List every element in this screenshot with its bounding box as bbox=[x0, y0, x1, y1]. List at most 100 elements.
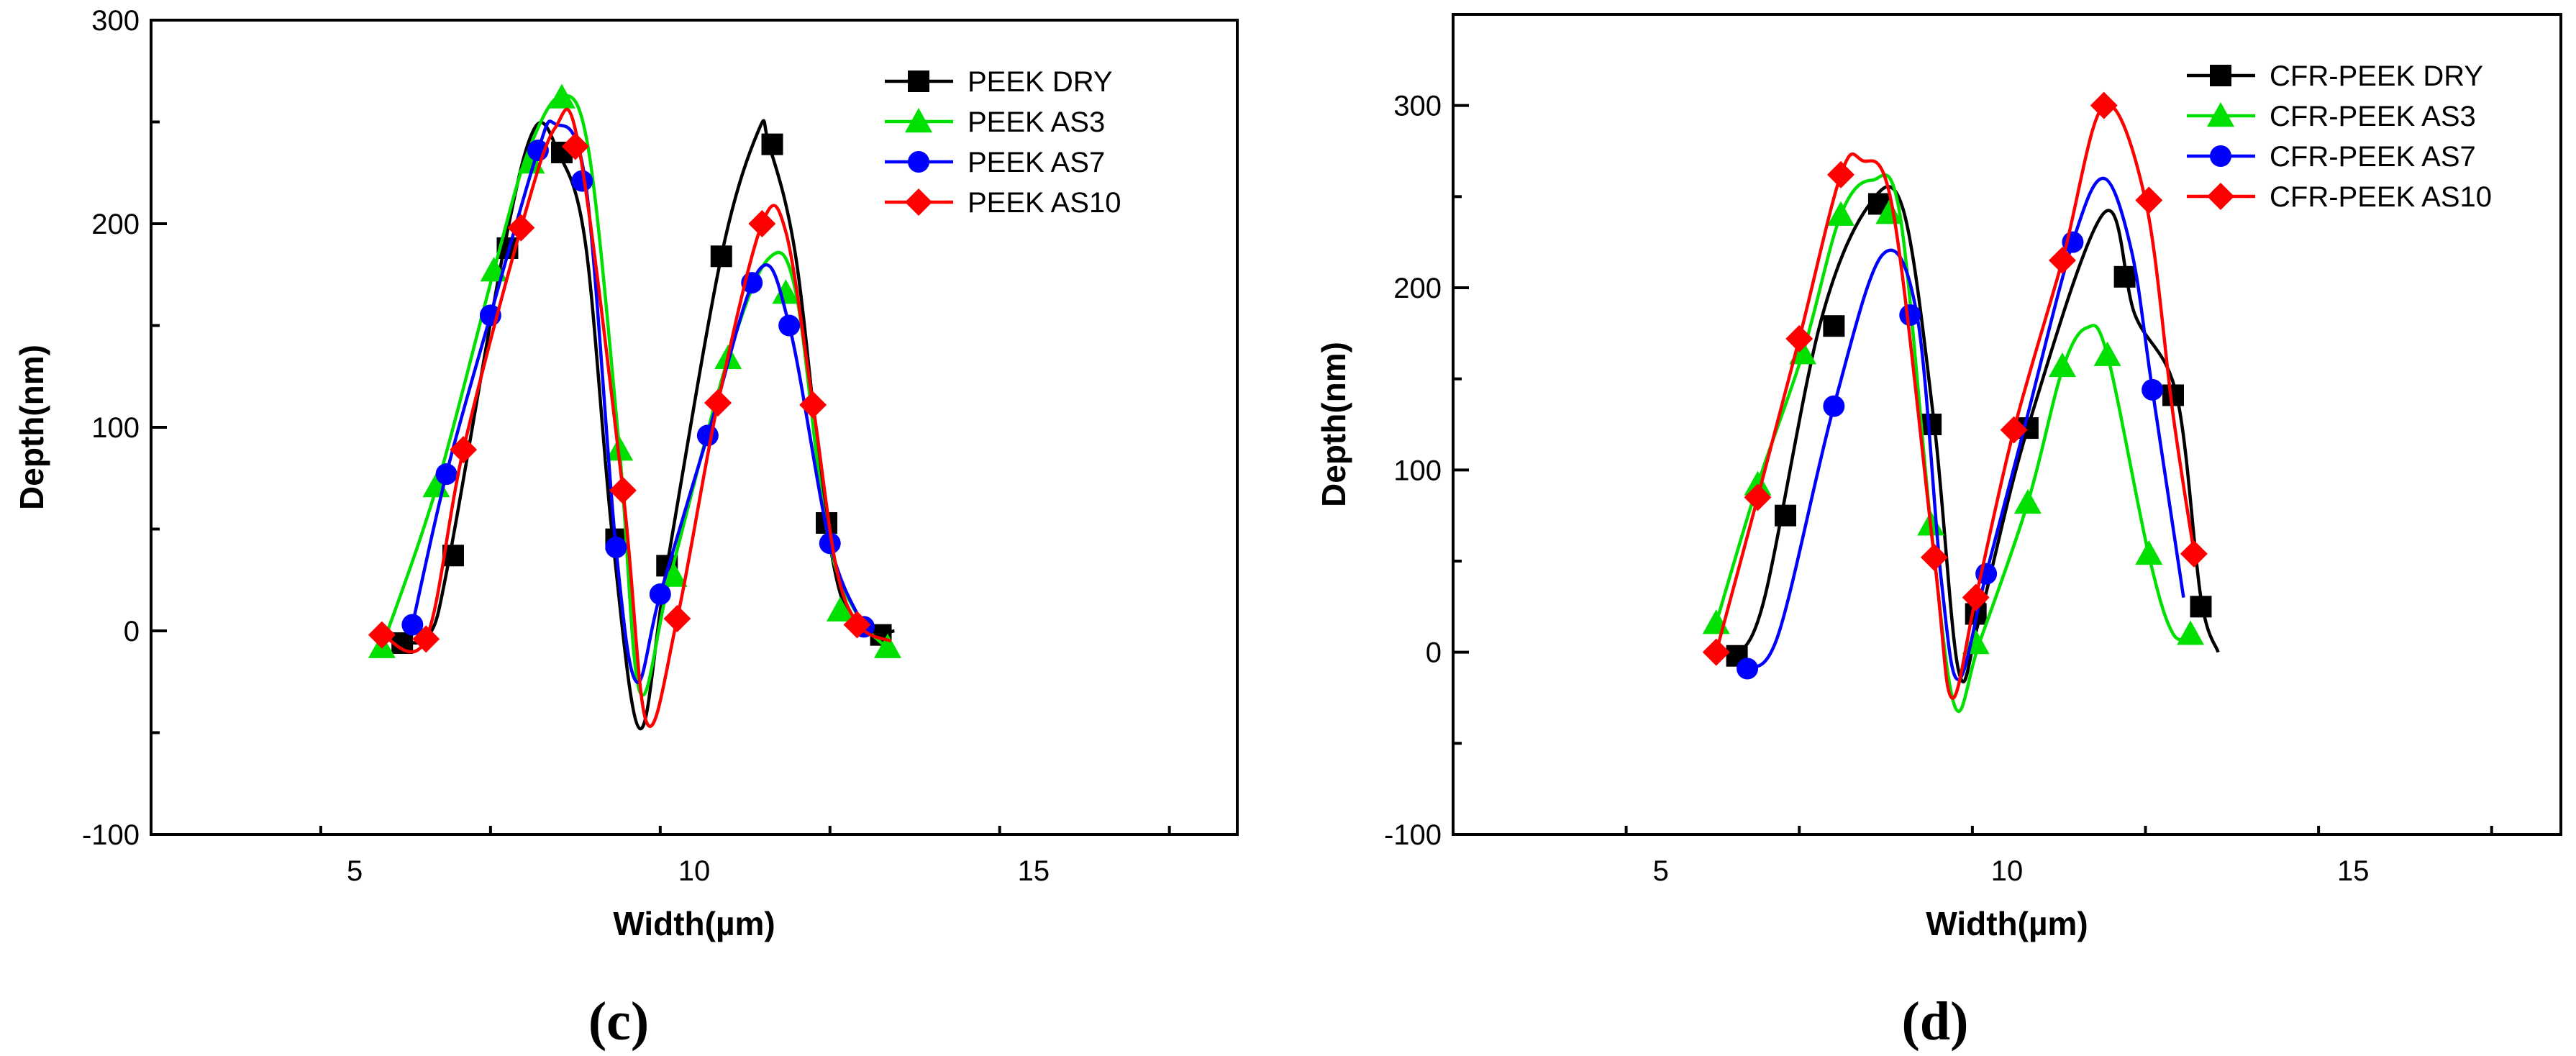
legend-label: CFR-PEEK AS10 bbox=[2270, 181, 2492, 213]
legend-label: PEEK AS10 bbox=[968, 187, 1121, 219]
plot-frame bbox=[1452, 13, 2562, 836]
legend-item: CFR-PEEK DRY bbox=[2187, 60, 2483, 92]
data-point-peek-as7 bbox=[435, 463, 458, 486]
data-point-cfr-peek-as3 bbox=[2013, 488, 2042, 514]
data-point-cfr-peek-as10 bbox=[1744, 483, 1772, 511]
legend-item: CFR-PEEK AS7 bbox=[2187, 141, 2476, 173]
x-tick-label: 15 bbox=[2337, 855, 2370, 887]
legend-swatch-marker bbox=[905, 188, 932, 216]
data-point-cfr-peek-as10 bbox=[1920, 543, 1948, 571]
data-point-cfr-peek-as3 bbox=[2135, 540, 2163, 565]
data-point-cfr-peek-dry bbox=[2162, 384, 2184, 406]
series-line-peek-dry bbox=[401, 119, 895, 731]
legend: PEEK DRY PEEK AS3 PEEK AS7 PEEK AS10 bbox=[885, 66, 1121, 219]
x-tick-label: 10 bbox=[678, 855, 711, 887]
data-point-peek-as7 bbox=[819, 532, 841, 555]
legend-item: CFR-PEEK AS3 bbox=[2187, 101, 2476, 132]
x-axis-ticks: 5 10 15 bbox=[1452, 826, 2493, 887]
panel-label: (d) bbox=[1902, 991, 1969, 1052]
data-point-cfr-peek-as10 bbox=[1962, 583, 1990, 611]
legend-item: PEEK AS3 bbox=[885, 106, 1105, 138]
legend-swatch-marker bbox=[905, 108, 932, 133]
y-axis-title: Depth(nm) bbox=[1315, 342, 1352, 507]
data-point-peek-as10 bbox=[799, 391, 827, 419]
data-point-peek-as10 bbox=[450, 436, 478, 464]
data-point-cfr-peek-as3 bbox=[2177, 620, 2205, 645]
data-point-peek-as10 bbox=[561, 132, 589, 160]
data-point-cfr-peek-as3 bbox=[2049, 352, 2076, 378]
data-point-cfr-peek-as7 bbox=[1737, 657, 1759, 680]
legend-item: PEEK DRY bbox=[885, 66, 1113, 98]
y-tick-label: 0 bbox=[1426, 637, 1442, 669]
data-point-peek-dry bbox=[710, 245, 732, 268]
data-point-peek-as7 bbox=[401, 614, 424, 636]
data-point-cfr-peek-as7 bbox=[1823, 395, 1845, 417]
legend-label: PEEK AS7 bbox=[968, 147, 1105, 178]
y-axis-title: Depth(nm) bbox=[13, 345, 50, 510]
x-axis-ticks: 5 10 15 bbox=[150, 826, 1171, 887]
data-point-peek-as10 bbox=[843, 611, 871, 639]
data-point-cfr-peek-dry bbox=[1823, 315, 1845, 337]
legend-item: PEEK AS10 bbox=[885, 187, 1121, 219]
x-axis-title: Width(µm) bbox=[613, 905, 775, 942]
data-point-cfr-peek-dry bbox=[1775, 504, 1796, 527]
y-tick-label: 0 bbox=[124, 616, 140, 647]
data-point-peek-as10 bbox=[412, 625, 440, 653]
x-tick-label: 10 bbox=[1991, 855, 2024, 887]
y-tick-label: -100 bbox=[1384, 819, 1442, 851]
data-point-peek-as10 bbox=[704, 389, 732, 417]
series-line-cfr-peek-as10 bbox=[1714, 102, 2196, 700]
data-point-cfr-peek-as3 bbox=[1827, 201, 1854, 226]
data-point-cfr-peek-as3 bbox=[2093, 341, 2121, 366]
legend-label: CFR-PEEK AS3 bbox=[2270, 101, 2476, 132]
data-point-cfr-peek-as10 bbox=[2049, 247, 2076, 274]
data-point-cfr-peek-dry bbox=[2113, 265, 2136, 288]
y-axis-ticks: -100 0 100 200 300 bbox=[82, 5, 167, 851]
data-point-cfr-peek-dry bbox=[1920, 414, 1942, 435]
data-point-peek-as3 bbox=[873, 633, 901, 658]
series-line-peek-as7 bbox=[411, 119, 866, 684]
legend-label: CFR-PEEK AS7 bbox=[2270, 141, 2476, 173]
data-point-cfr-peek-as10 bbox=[1785, 324, 1813, 352]
data-point-cfr-peek-as10 bbox=[2180, 540, 2208, 568]
legend-label: CFR-PEEK DRY bbox=[2270, 60, 2483, 92]
data-point-peek-as10 bbox=[368, 621, 396, 649]
data-point-peek-as3 bbox=[547, 83, 575, 109]
data-point-cfr-peek-as3 bbox=[1744, 470, 1772, 496]
y-tick-label: 100 bbox=[1393, 455, 1442, 486]
y-axis-ticks: -100 0 100 200 300 bbox=[1384, 13, 1469, 851]
data-point-peek-as3 bbox=[772, 279, 800, 304]
data-point-peek-as7 bbox=[571, 170, 593, 192]
data-point-cfr-peek-as10 bbox=[1827, 160, 1854, 188]
x-tick-label: 5 bbox=[1653, 855, 1669, 887]
series-line-cfr-peek-as3 bbox=[1714, 173, 2195, 714]
plot-frame bbox=[150, 19, 1239, 836]
data-point-cfr-peek-as10 bbox=[2090, 91, 2118, 119]
legend-swatch-marker bbox=[2207, 102, 2234, 127]
series-line-cfr-peek-dry bbox=[1735, 185, 2220, 684]
data-point-peek-as7 bbox=[696, 424, 719, 447]
y-tick-label: 100 bbox=[91, 412, 140, 444]
data-point-peek-as7 bbox=[778, 314, 801, 337]
data-point-cfr-peek-as7 bbox=[1899, 304, 1921, 326]
data-point-cfr-peek-as10 bbox=[1702, 638, 1730, 666]
legend-swatch-marker bbox=[2207, 183, 2234, 210]
series-line-cfr-peek-as7 bbox=[1746, 176, 2185, 681]
data-point-peek-as10 bbox=[609, 476, 637, 504]
legend-item: CFR-PEEK AS10 bbox=[2187, 181, 2492, 213]
data-point-peek-as10 bbox=[663, 605, 691, 633]
data-point-cfr-peek-dry bbox=[2190, 596, 2212, 618]
data-point-cfr-peek-as3 bbox=[1875, 199, 1903, 224]
legend-swatch-marker bbox=[2210, 65, 2231, 86]
x-axis-title: Width(µm) bbox=[1926, 905, 2088, 942]
legend-label: PEEK DRY bbox=[968, 66, 1113, 98]
legend-item: PEEK AS7 bbox=[885, 147, 1105, 178]
data-point-peek-as10 bbox=[507, 214, 535, 242]
y-tick-label: -100 bbox=[82, 819, 140, 851]
y-tick-label: 300 bbox=[1393, 91, 1442, 122]
legend-label: PEEK AS3 bbox=[968, 106, 1105, 138]
series-line-peek-as10 bbox=[381, 107, 892, 728]
y-tick-label: 200 bbox=[1393, 273, 1442, 304]
data-point-peek-as3 bbox=[660, 562, 688, 587]
